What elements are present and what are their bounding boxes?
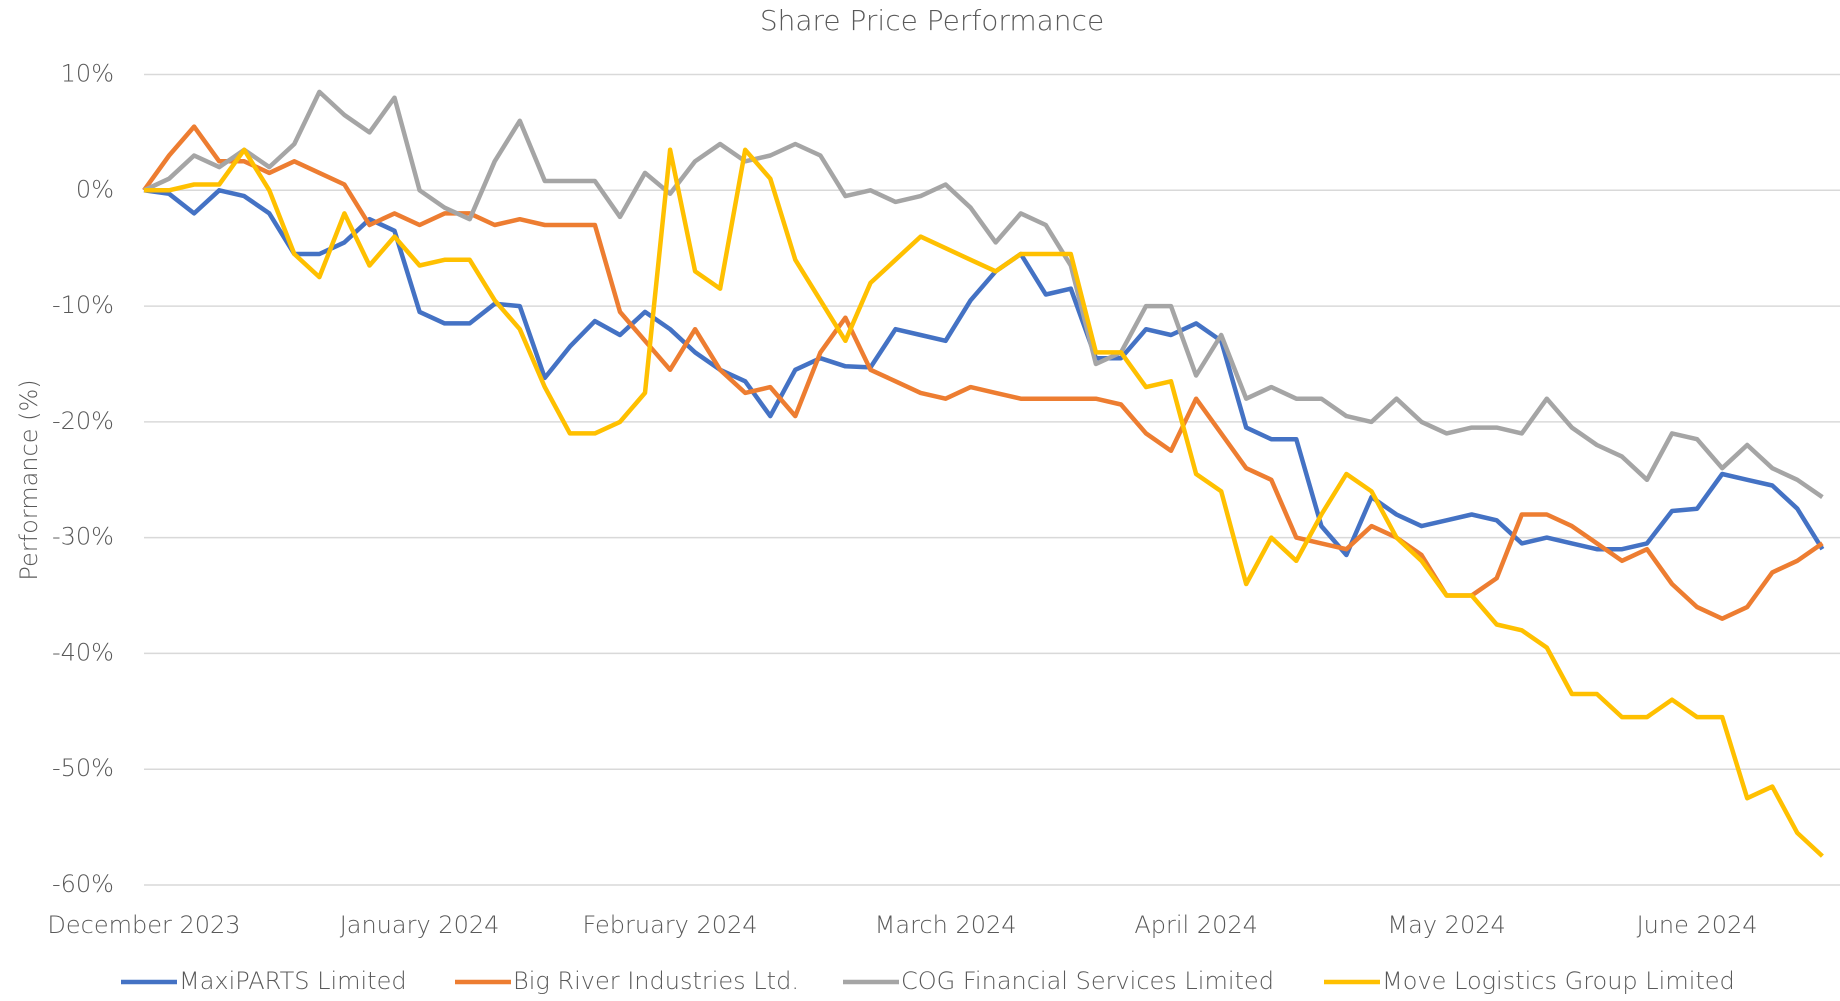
legend-label: Move Logistics Group Limited	[1382, 967, 1735, 995]
y-tick-label: 10%	[61, 60, 114, 88]
y-tick-label: -40%	[52, 638, 114, 666]
x-tick-label: April 2024	[1134, 911, 1258, 939]
x-tick-label: February 2024	[583, 911, 758, 939]
series-line	[142, 124, 1824, 621]
x-tick-label: March 2024	[875, 911, 1017, 939]
legend-label: MaxiPARTS Limited	[179, 967, 407, 995]
y-tick-label: -20%	[52, 407, 114, 435]
series-line	[143, 188, 1825, 558]
series-line	[143, 89, 1824, 499]
chart-title: Share Price Performance	[760, 4, 1104, 37]
y-tick-label: -10%	[52, 291, 114, 319]
y-tick-label: 0%	[76, 175, 114, 203]
y-axis-label: Performance (%)	[15, 379, 43, 580]
x-tick-label: May 2024	[1387, 911, 1505, 939]
y-tick-label: -50%	[52, 754, 114, 782]
y-tick-label: -30%	[52, 523, 114, 551]
x-tick-label: December 2023	[47, 911, 240, 939]
x-tick-label: June 2024	[1637, 911, 1758, 939]
legend-label: Big River Industries Ltd.	[513, 967, 799, 995]
y-tick-label: -60%	[52, 870, 114, 898]
series-line	[144, 147, 1824, 858]
x-tick-label: January 2024	[340, 911, 500, 939]
legend-label: COG Financial Services Limited	[901, 967, 1274, 995]
